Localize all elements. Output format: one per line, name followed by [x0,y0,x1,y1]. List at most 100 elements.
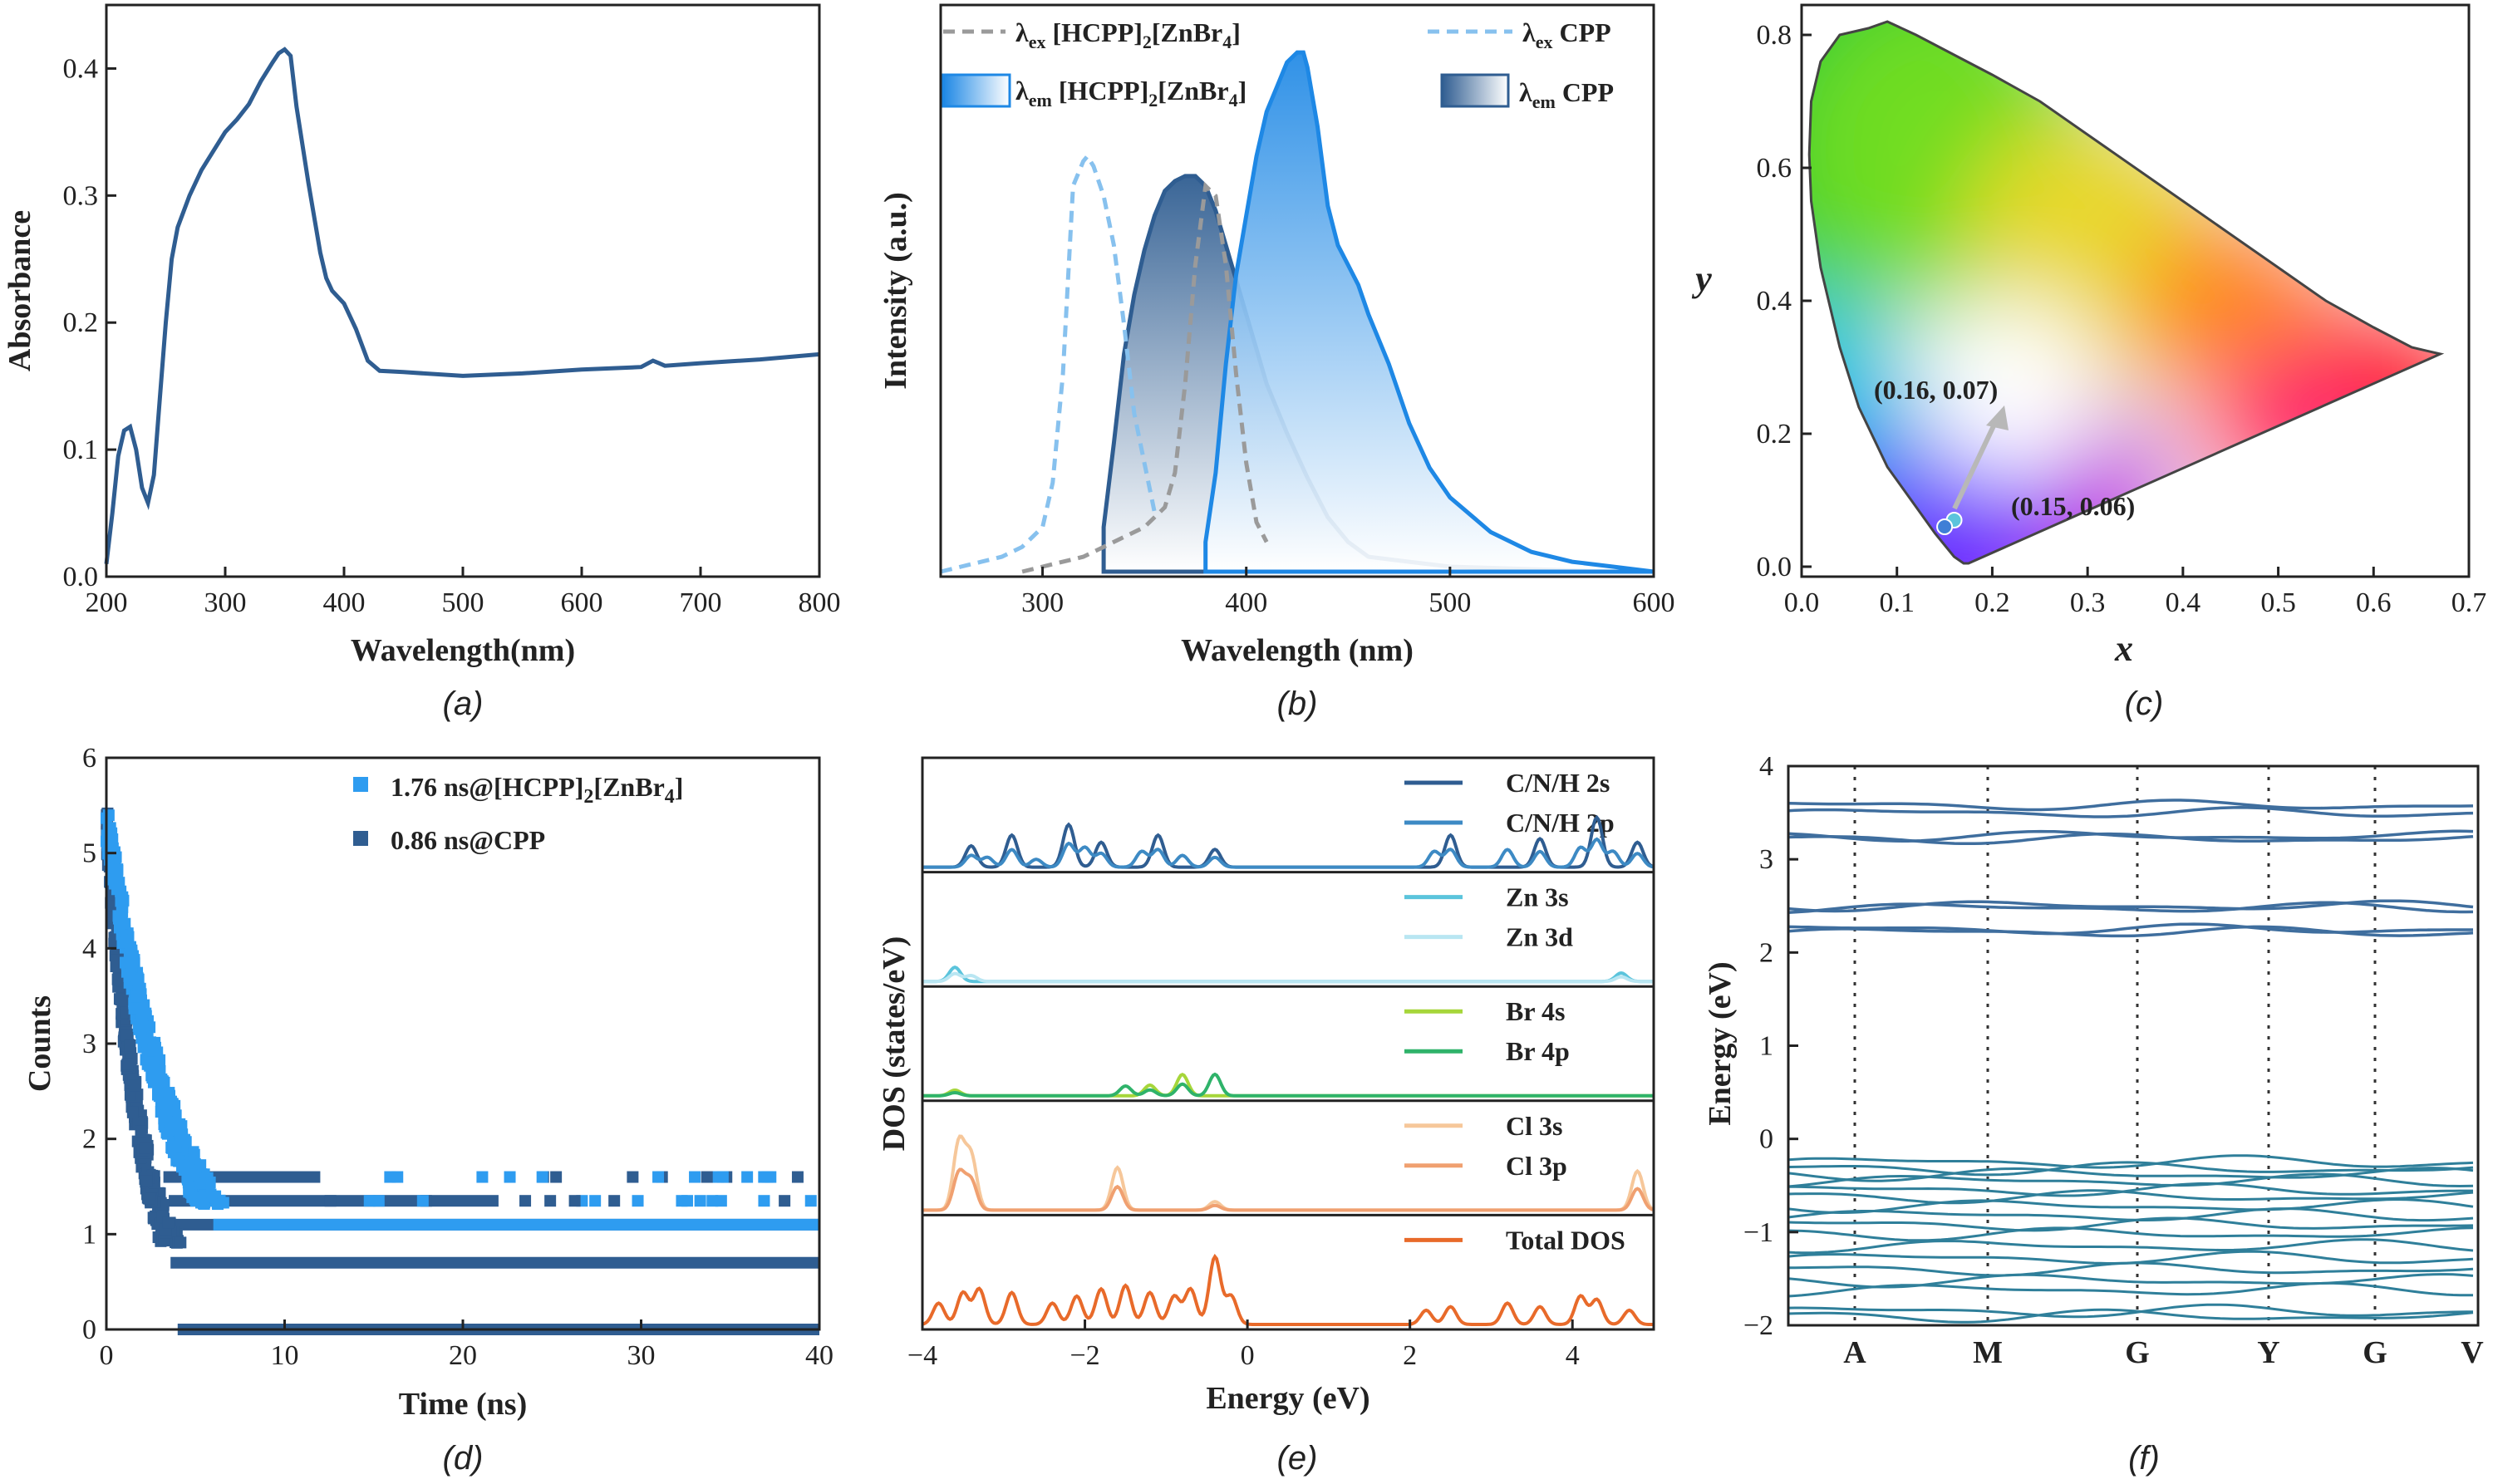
decay-point-0 [174,1118,186,1130]
dos-curve-Zn [922,965,1654,984]
valence-band [1787,1238,2474,1255]
y-tick-label: 1 [1759,1031,1773,1062]
conduction-band [1787,799,2474,812]
panel-e-ylabel: DOS (states/eV) [877,936,912,1152]
decay-baseline-3 [213,1218,819,1231]
y-tick-label: 0.6 [1757,153,1792,184]
decay-tail-point [765,1171,777,1183]
decay-point-0 [136,1020,149,1032]
decay-points [101,807,820,1335]
decay-tail-point [689,1171,701,1183]
y-tick-label: −2 [1743,1310,1773,1341]
valence-band [1787,1207,2474,1222]
x-tick-label: 200 [86,587,128,618]
dos-curve-Total [922,1253,1654,1326]
decay-point-1 [139,1142,151,1154]
decay-point-0 [155,1073,168,1085]
panel-f-ylabel: Energy (eV) [1703,961,1738,1125]
panel-e-caption: (e) [1277,1440,1318,1477]
x-tick-label: 400 [1225,587,1267,618]
decay-point-0 [130,974,142,986]
decay-point-0 [163,1087,175,1099]
x-tick-label: 30 [627,1340,656,1371]
decay-point-0 [185,1164,198,1177]
panel-f-frame [1787,764,2480,1327]
panel-d-caption: (d) [443,1440,484,1477]
em-hcpp-area [1203,50,1655,574]
conduction-band [1787,901,2474,914]
legend-cpp-label: 0.86 ns@CPP [391,825,545,855]
dos-curve-Zn [922,971,1654,984]
y-tick-label: 0 [1759,1124,1773,1155]
conduction-band [1787,806,2474,818]
decay-point-1 [124,1039,136,1052]
y-tick-label: 0.4 [63,53,99,84]
x-tick-label: 2 [1403,1340,1417,1371]
panel-a-ylabel: Absorbance [2,210,37,371]
panel-b-caption: (b) [1277,685,1318,722]
panel-a: 200 300 400 500 600 700 800 0.0 0.1 0.2 0.3 0.4 Wav… [2,3,841,722]
valence-band [1787,1308,2474,1324]
decay-point-0 [186,1191,199,1203]
decay-point-0 [108,877,120,890]
x-tick-label: 0.6 [2356,587,2392,618]
x-tick-label: 20 [449,1340,477,1371]
x-tick-label: 300 [1021,587,1064,618]
legend-hcpp-label: 1.76 ns@[HCPP]2[ZnBr4] [391,772,683,808]
x-tick-label: 0.1 [1879,587,1915,618]
cie-label-1: (0.16, 0.07) [1874,375,1998,405]
decay-tail-point [324,1195,337,1207]
decay-point-1 [162,1216,175,1229]
panel-f-caption: (f) [2128,1440,2160,1477]
conduction-band [1787,829,2474,843]
legend-ex-cpp-label: λex CPP [1522,17,1611,52]
x-tick-label: 700 [680,587,722,618]
decay-tail-point [632,1195,644,1207]
decay-point-0 [194,1177,206,1190]
y-tick-label: 0.0 [63,562,99,592]
decay-point-0 [135,988,147,1000]
kpoint-label: Y [2257,1335,2279,1370]
panel-b-xlabel: Wavelength (nm) [1181,633,1414,668]
kpoint-label: G [2363,1335,2387,1370]
decay-point-0 [115,895,127,907]
decay-tail-point [804,1195,817,1207]
valence-band [1787,1226,2474,1242]
decay-point-0 [147,1044,160,1057]
decay-point-0 [217,1197,229,1209]
y-tick-label: 3 [82,1029,96,1059]
valence-band [1787,1198,2474,1215]
x-tick-label: 0.3 [2070,587,2106,618]
y-tick-label: 3 [1759,844,1773,875]
decay-tail-point [568,1195,581,1207]
cie-point-2 [1936,518,1954,535]
panel-c-ticks: 0.0 0.1 0.2 0.3 0.4 0.5 0.6 0.7 0.0 0.2 0.4 0.6 0.8 [1757,20,2487,618]
x-tick-label: 0 [100,1340,114,1371]
panel-a-frame [105,3,821,578]
decay-point-0 [175,1134,187,1147]
valence-band [1787,1161,2474,1177]
legend-em-cpp-swatch [1440,73,1510,108]
x-tick-label: 400 [323,587,366,618]
decay-tail-point [694,1195,706,1207]
ex-hcpp-curve [1021,181,1269,574]
dos-subpanels: C/N/H 2s C/N/H 2p Zn 3s Zn 3d Br 4s Br 4p Cl 3… [922,768,1655,1326]
panel-c-ylabel: y [1691,258,1712,299]
decay-point-0 [160,1113,173,1126]
legend-em-hcpp-label: λem [HCPP]2[ZnBr4] [1015,76,1246,111]
dos-legend-label: Br 4s [1506,996,1565,1026]
decay-point-0 [194,1159,207,1172]
dos-curve-Br [922,1072,1654,1098]
decay-point-1 [120,1029,133,1042]
valence-band [1787,1172,2474,1188]
decay-tail-point [384,1171,396,1183]
panel-b: 300 400 500 600 λex [HCPP]2[ZnBr4] λex CPP … [878,3,1675,722]
x-tick-label: 0.2 [1974,587,2010,618]
y-tick-label: −1 [1743,1217,1773,1248]
decay-point-1 [140,1175,153,1187]
panel-b-ylabel: Intensity (a.u.) [878,192,913,390]
valence-band [1787,1281,2473,1298]
y-tick-label: 0.0 [1757,552,1792,582]
decay-tail-point [519,1195,532,1207]
